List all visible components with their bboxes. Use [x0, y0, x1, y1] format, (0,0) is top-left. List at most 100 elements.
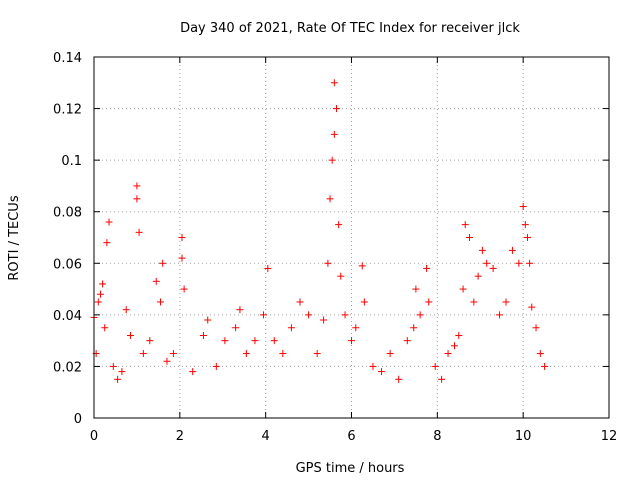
- data-point: [360, 298, 368, 306]
- data-point: [508, 246, 516, 254]
- data-point: [330, 79, 338, 87]
- x-tick-label: 6: [347, 429, 355, 444]
- data-point: [536, 350, 544, 358]
- data-point: [212, 362, 220, 370]
- x-tick-label: 8: [433, 429, 441, 444]
- y-tick-label: 0.14: [53, 51, 82, 66]
- x-tick-label: 2: [176, 429, 184, 444]
- x-tick-label: 0: [90, 429, 98, 444]
- data-point: [470, 298, 478, 306]
- y-tick-label: 0.02: [53, 360, 82, 375]
- data-point: [431, 362, 439, 370]
- y-tick-label: 0.08: [53, 206, 82, 221]
- data-point: [515, 259, 523, 267]
- y-tick-label: 0: [74, 412, 82, 427]
- data-point: [159, 259, 167, 267]
- data-point: [461, 221, 469, 229]
- data-point: [395, 375, 403, 383]
- data-point: [526, 259, 534, 267]
- data-point: [139, 350, 147, 358]
- data-point: [528, 303, 536, 311]
- data-point: [133, 182, 141, 190]
- data-point: [369, 362, 377, 370]
- data-point: [425, 298, 433, 306]
- data-point: [403, 337, 411, 345]
- data-point: [386, 350, 394, 358]
- data-points: [90, 79, 549, 383]
- data-point: [313, 350, 321, 358]
- data-point: [352, 324, 360, 332]
- data-point: [122, 306, 130, 314]
- data-point: [489, 264, 497, 272]
- data-point: [496, 311, 504, 319]
- data-point: [260, 311, 268, 319]
- grid-lines: [94, 57, 609, 418]
- data-point: [126, 331, 134, 339]
- data-point: [423, 264, 431, 272]
- x-axis-label: GPS time / hours: [296, 461, 405, 476]
- data-point: [521, 221, 529, 229]
- data-point: [483, 259, 491, 267]
- data-point: [264, 264, 272, 272]
- data-point: [251, 337, 259, 345]
- data-point: [296, 298, 304, 306]
- data-point: [133, 195, 141, 203]
- data-point: [99, 280, 107, 288]
- data-point: [523, 234, 531, 241]
- data-point: [221, 337, 229, 345]
- data-point: [169, 350, 177, 358]
- data-point: [455, 331, 463, 339]
- x-tick-label: 4: [262, 429, 270, 444]
- data-point: [152, 277, 160, 285]
- data-point: [341, 311, 349, 319]
- data-point: [474, 272, 482, 280]
- data-point: [478, 246, 486, 254]
- data-point: [378, 368, 386, 376]
- data-point: [330, 130, 338, 138]
- data-point: [180, 285, 188, 293]
- data-point: [199, 331, 207, 339]
- data-point: [412, 285, 420, 293]
- data-point: [532, 324, 540, 332]
- data-point: [466, 234, 474, 241]
- y-tick-label: 0.12: [53, 103, 82, 118]
- data-point: [135, 228, 143, 236]
- data-point: [232, 324, 240, 332]
- data-point: [94, 298, 102, 306]
- data-point: [541, 362, 549, 370]
- y-tick-label: 0.1: [61, 154, 82, 169]
- data-point: [444, 350, 452, 358]
- chart-title: Day 340 of 2021, Rate Of TEC Index for r…: [180, 21, 520, 36]
- data-point: [451, 342, 458, 350]
- data-point: [105, 218, 113, 226]
- data-point: [103, 239, 111, 247]
- data-point: [326, 195, 334, 203]
- data-point: [279, 350, 287, 358]
- data-point: [236, 306, 244, 314]
- y-tick-label: 0.04: [53, 309, 82, 324]
- data-point: [410, 324, 418, 332]
- data-point: [109, 362, 117, 370]
- data-point: [178, 254, 186, 262]
- data-point: [118, 368, 126, 376]
- data-point: [416, 311, 424, 319]
- data-point: [242, 350, 250, 358]
- data-point: [438, 375, 446, 383]
- x-tick-label: 12: [601, 429, 618, 444]
- data-point: [96, 290, 104, 298]
- x-tick-label: 10: [515, 429, 532, 444]
- data-point: [337, 272, 345, 280]
- data-point: [305, 311, 313, 319]
- y-tick-label: 0.06: [53, 257, 82, 272]
- data-point: [270, 337, 278, 345]
- data-point: [204, 316, 212, 324]
- data-point: [328, 156, 336, 164]
- data-point: [157, 298, 165, 306]
- data-point: [320, 316, 328, 324]
- data-point: [358, 262, 366, 270]
- data-point: [459, 285, 467, 293]
- data-point: [332, 105, 340, 113]
- data-point: [163, 357, 171, 365]
- data-point: [519, 203, 527, 211]
